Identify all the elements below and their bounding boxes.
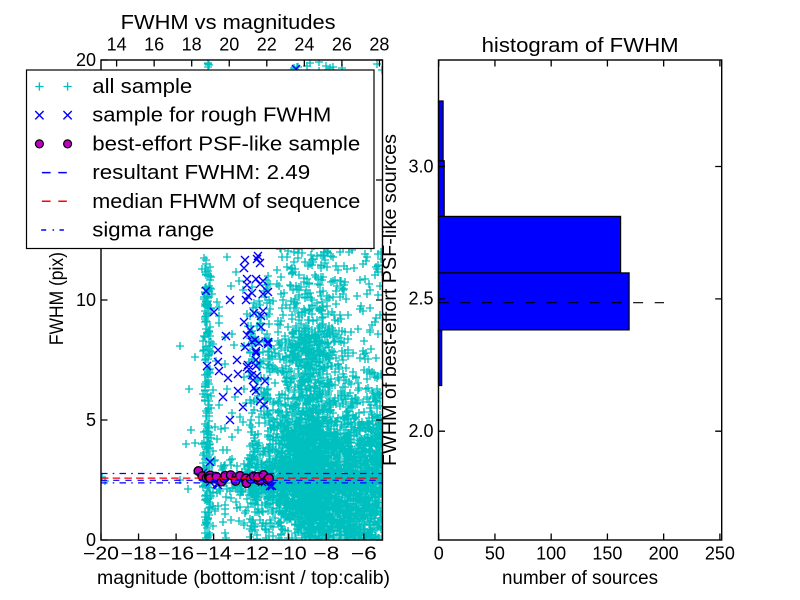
svg-text:magnitude (bottom:isnt / top:c: magnitude (bottom:isnt / top:calib) [97, 568, 390, 589]
svg-text:0: 0 [434, 544, 444, 564]
svg-text:−20: −20 [83, 544, 119, 564]
svg-text:2.0: 2.0 [408, 421, 433, 441]
svg-text:FWHM vs magnitudes: FWHM vs magnitudes [121, 12, 336, 34]
svg-text:−12: −12 [233, 544, 269, 564]
svg-text:resultant FWHM: 2.49: resultant FWHM: 2.49 [92, 162, 310, 184]
svg-text:sample for rough FWHM: sample for rough FWHM [92, 105, 331, 127]
svg-text:22: 22 [257, 35, 277, 55]
svg-text:−16: −16 [158, 544, 194, 564]
svg-text:number of sources: number of sources [502, 568, 658, 589]
svg-text:−8: −8 [313, 544, 339, 564]
svg-text:16: 16 [144, 35, 164, 55]
svg-text:FWHM of best-effort PSF-like s: FWHM of best-effort PSF-like sources [380, 134, 401, 466]
svg-text:3.0: 3.0 [408, 156, 433, 176]
svg-text:all sample: all sample [92, 76, 192, 98]
svg-text:28: 28 [369, 35, 389, 55]
svg-text:24: 24 [294, 35, 314, 55]
svg-text:26: 26 [332, 35, 352, 55]
svg-text:−18: −18 [121, 544, 157, 564]
svg-text:best-effort PSF-like sample: best-effort PSF-like sample [92, 133, 360, 155]
svg-text:histogram of FWHM: histogram of FWHM [482, 35, 679, 57]
svg-text:−14: −14 [196, 544, 232, 564]
svg-text:100: 100 [536, 544, 566, 564]
svg-text:20: 20 [76, 50, 96, 70]
svg-text:2.5: 2.5 [408, 289, 433, 309]
svg-text:20: 20 [219, 35, 239, 55]
svg-text:5: 5 [86, 410, 96, 430]
svg-text:150: 150 [592, 544, 622, 564]
svg-text:−10: −10 [271, 544, 307, 564]
svg-text:10: 10 [76, 290, 96, 310]
svg-text:sigma range: sigma range [92, 220, 214, 242]
svg-text:18: 18 [182, 35, 202, 55]
svg-text:−6: −6 [351, 544, 377, 564]
svg-text:200: 200 [649, 544, 679, 564]
svg-text:250: 250 [705, 544, 735, 564]
svg-text:0: 0 [86, 530, 96, 550]
svg-text:median FHWM of sequence: median FHWM of sequence [92, 191, 360, 213]
svg-text:50: 50 [485, 544, 505, 564]
svg-text:14: 14 [107, 35, 127, 55]
svg-text:FWHM (pix): FWHM (pix) [47, 252, 68, 345]
